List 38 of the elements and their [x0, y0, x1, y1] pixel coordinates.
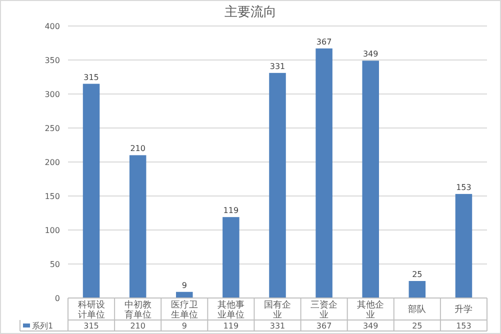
x-tick-label: 国有企业	[264, 300, 291, 320]
data-label: 119	[223, 322, 239, 330]
text: 349	[362, 50, 378, 59]
y-tick-label: 50	[50, 260, 60, 269]
data-label: 153	[456, 322, 472, 330]
data-label: 367	[316, 322, 332, 330]
y-tick-label: 150	[44, 192, 60, 201]
data-label: 210	[130, 322, 146, 330]
legend-label: 系列1	[32, 322, 54, 330]
y-tick-label: 200	[44, 158, 60, 167]
data-label: 25	[412, 322, 422, 330]
text: 119	[223, 206, 239, 216]
y-tick-label: 350	[44, 56, 60, 65]
title: 主要流向	[224, 5, 276, 20]
text: 367	[316, 37, 332, 46]
text: 9	[182, 280, 187, 290]
x-tick-label: 部队	[408, 304, 426, 315]
data-label: 331	[270, 322, 286, 330]
y-tick-label: 0	[54, 294, 60, 303]
x-tick-label: 其他事业单位	[217, 300, 244, 320]
text: 210	[130, 144, 146, 154]
x-tick-label: 科研设计单位	[78, 300, 105, 320]
x-tick-label: 医疗卫生单位	[170, 300, 198, 320]
text: 315	[84, 72, 99, 82]
y-tick-label: 250	[44, 124, 60, 133]
data-label: 9	[182, 322, 187, 330]
y-tick-label: 300	[44, 90, 60, 99]
text: 153	[456, 182, 472, 192]
x-tick-label: 三资企业	[310, 300, 338, 320]
text: 331	[270, 62, 286, 71]
x-tick-label: 中初教育单位	[124, 300, 152, 320]
data-label: 349	[362, 322, 378, 330]
text: 25	[412, 270, 422, 279]
y-tick-label: 400	[44, 22, 60, 31]
x-tick-label: 其他企业	[357, 300, 384, 320]
data-label: 315	[84, 322, 99, 330]
x-tick-label: 升学	[454, 304, 473, 315]
y-tick-label: 100	[44, 226, 60, 235]
